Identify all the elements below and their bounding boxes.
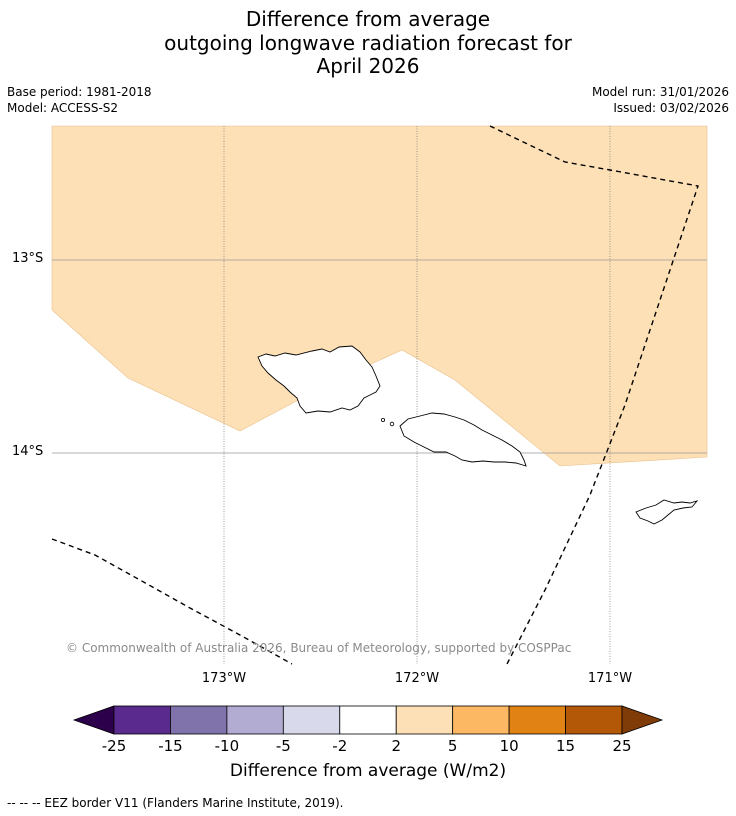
colorbar-tick-label: 25 [612, 737, 632, 755]
eez-legend: -- -- -- EEZ border V11 (Flanders Marine… [7, 796, 344, 810]
colorbar-segment [508, 705, 566, 735]
issued-date: Issued: 03/02/2026 [613, 101, 729, 115]
lon-label-173w: 173°W [201, 671, 247, 686]
anomaly-region-positive [51, 125, 708, 467]
island-apolima [380, 417, 385, 422]
colorbar-label: Difference from average (W/m2) [229, 761, 507, 781]
colorbar-segment [565, 705, 623, 735]
copyright-credit: © Commonwealth of Australia 2026, Bureau… [66, 641, 572, 655]
colorbar-tick-label: -2 [332, 737, 348, 755]
colorbar-tick-label: 10 [499, 737, 519, 755]
colorbar-tick-label: -10 [214, 737, 240, 755]
base-period: Base period: 1981-2018 [7, 85, 152, 99]
colorbar-segment [226, 705, 284, 735]
title-line-2: outgoing longwave radiation forecast for [164, 30, 572, 55]
colorbar-tick-label: -5 [275, 737, 291, 755]
lon-label-171w: 171°W [587, 671, 633, 686]
colorbar [72, 705, 664, 735]
island-tutuila [635, 499, 699, 525]
colorbar-segment [170, 705, 228, 735]
colorbar-arrow-low [72, 705, 115, 735]
island-upolu [399, 412, 527, 467]
colorbar-segment [452, 705, 510, 735]
title-line-1: Difference from average [245, 7, 491, 31]
colorbar-segment [113, 705, 171, 735]
lat-label-14s: 14°S [12, 444, 44, 459]
colorbar-tick-label: 15 [556, 737, 576, 755]
colorbar-segment [395, 705, 454, 735]
lat-label-13s: 13°S [12, 251, 44, 266]
lon-label-172w: 172°W [394, 671, 440, 686]
eez-border-south [51, 538, 293, 665]
model-run: Model run: 31/01/2026 [591, 85, 729, 99]
colorbar-segment [282, 705, 341, 735]
meta-right: Model run: 31/01/2026 Issued: 03/02/2026 [592, 84, 729, 116]
colorbar-tick-label: -15 [158, 737, 183, 755]
island-manono [389, 421, 395, 427]
eez-border-east [489, 125, 699, 665]
map-title: Difference from average outgoing longwav… [0, 7, 736, 79]
model-name: Model: ACCESS-S2 [7, 101, 119, 115]
meta-left: Base period: 1981-2018 Model: ACCESS-S2 [7, 84, 152, 116]
title-line-3: April 2026 [316, 54, 420, 78]
island-savaii [257, 345, 381, 414]
colorbar-tick-label: 2 [391, 737, 401, 755]
colorbar-segment [339, 705, 397, 735]
colorbar-tick-label: 5 [447, 737, 458, 755]
colorbar-arrow-high [621, 705, 664, 735]
colorbar-tick-label: -25 [101, 737, 127, 755]
